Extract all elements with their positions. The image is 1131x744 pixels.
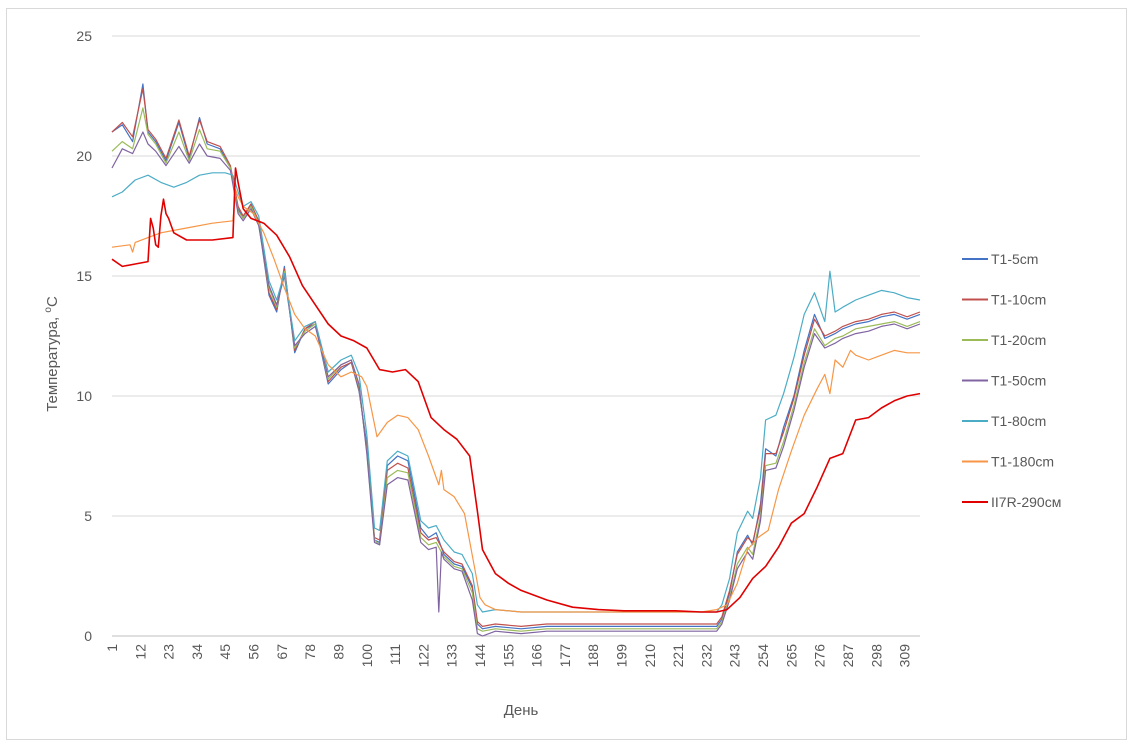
x-tick-label: 199 (614, 644, 630, 668)
x-tick-label: 155 (500, 644, 516, 668)
x-tick-label: 287 (840, 644, 856, 668)
series-line-6 (111, 167, 921, 613)
series-line-5 (111, 189, 920, 613)
x-tick-label: 100 (359, 644, 375, 668)
legend-label: T1-180cm (991, 454, 1054, 470)
y-tick-label: 5 (84, 508, 92, 524)
legend: T1-5cm T1-10cm T1-20cm T1-50cm T1-80cm T1-180… (962, 251, 1061, 510)
x-axis-title: День (504, 702, 539, 719)
x-tick-label: 188 (585, 644, 601, 668)
x-tick-label: 298 (868, 644, 884, 668)
legend-label: T1-80cm (991, 413, 1046, 429)
series-line-2 (111, 107, 921, 632)
gridlines (112, 35, 920, 637)
x-tick-label: 309 (897, 644, 913, 668)
x-tick-label: 111 (387, 644, 403, 665)
x-tick-label: 23 (161, 644, 177, 660)
x-tick-label: 265 (783, 644, 799, 668)
x-tick-label: 34 (189, 644, 205, 660)
x-tick-label: 12 (132, 644, 148, 660)
line-chart: 0 5 10 15 20 25 1 12 23 34 45 56 67 78 89 100 111 122 133… (43, 28, 1061, 719)
legend-label: T1-50cm (991, 373, 1046, 389)
series-line-0 (111, 83, 921, 630)
x-tick-label: 243 (727, 644, 743, 668)
series-lines (111, 83, 921, 637)
y-tick-label: 15 (76, 268, 92, 284)
x-tick-label: 133 (444, 644, 460, 668)
x-tick-label: 177 (557, 644, 573, 668)
x-tick-label: 122 (415, 644, 431, 668)
legend-label: T1-20cm (991, 332, 1046, 348)
x-tick-label: 56 (246, 644, 262, 660)
x-tick-label: 89 (330, 644, 346, 660)
series-line-1 (111, 88, 921, 628)
x-tick-label: 210 (642, 644, 658, 668)
x-tick-label: 78 (302, 644, 318, 660)
legend-label: T1-10cm (991, 292, 1046, 308)
y-tick-label: 20 (76, 148, 92, 164)
x-tick-label: 221 (670, 644, 686, 668)
x-tick-label: 166 (529, 644, 545, 668)
x-axis-ticks: 1 12 23 34 45 56 67 78 89 100 111 122 133 144 155 166 17… (104, 644, 913, 668)
y-tick-label: 10 (76, 388, 92, 404)
x-tick-label: 276 (812, 644, 828, 668)
y-axis-title: Температура, oC (43, 296, 61, 412)
series-line-3 (111, 131, 921, 637)
legend-label: II7R-290см (991, 494, 1061, 510)
y-axis-ticks: 0 5 10 15 20 25 (76, 28, 92, 644)
x-tick-label: 45 (217, 644, 233, 660)
x-tick-label: 67 (274, 644, 290, 660)
y-tick-label: 0 (84, 628, 92, 644)
x-tick-label: 144 (472, 644, 488, 668)
y-tick-label: 25 (76, 28, 92, 44)
x-tick-label: 1 (104, 644, 120, 652)
x-tick-label: 254 (755, 644, 771, 668)
x-tick-label: 232 (698, 644, 714, 668)
legend-label: T1-5cm (991, 251, 1038, 267)
chart-frame: 0 5 10 15 20 25 1 12 23 34 45 56 67 78 89 100 111 122 133… (6, 8, 1127, 740)
